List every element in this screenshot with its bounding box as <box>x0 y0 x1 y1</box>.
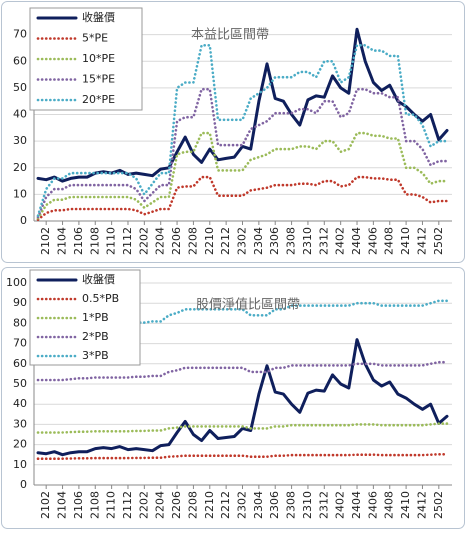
x-tick-label: 2110 <box>105 227 118 255</box>
x-tick-label: 2108 <box>88 491 101 519</box>
x-tick-label: 2502 <box>432 227 445 255</box>
y-tick-label: 70 <box>13 28 27 41</box>
chart-title: 股價淨值比區間帶 <box>196 297 300 313</box>
y-tick-label: 10 <box>13 458 27 471</box>
legend-label: 5*PE <box>82 32 108 45</box>
legend-label: 1*PB <box>82 311 109 324</box>
series-line <box>36 422 449 434</box>
y-tick-label: 70 <box>13 337 27 350</box>
y-tick-label: 30 <box>13 417 27 430</box>
legend-label: 15*PE <box>82 73 115 86</box>
x-tick-label: 2304 <box>252 227 265 255</box>
y-tick-label: 20 <box>13 161 27 174</box>
x-tick-label: 2412 <box>415 227 428 255</box>
x-tick-label: 2308 <box>285 491 298 519</box>
x-tick-label: 2404 <box>350 491 363 519</box>
x-tick-label: 2408 <box>383 227 396 255</box>
x-tick-label: 2412 <box>415 491 428 519</box>
x-tick-label: 2212 <box>219 491 232 519</box>
x-tick-label: 2102 <box>39 491 52 519</box>
y-tick-label: 60 <box>13 357 27 370</box>
y-tick-label: 0 <box>20 478 27 491</box>
y-tick-label: 80 <box>13 316 27 329</box>
legend-box <box>29 7 143 111</box>
x-tick-label: 2302 <box>236 227 249 255</box>
y-tick-label: 10 <box>13 187 27 200</box>
x-tick-label: 2106 <box>72 491 85 519</box>
x-tick-label: 2304 <box>252 491 265 519</box>
series-line <box>36 338 449 457</box>
x-tick-label: 2502 <box>432 491 445 519</box>
x-tick-label: 2104 <box>56 491 69 519</box>
x-tick-label: 2210 <box>203 491 216 519</box>
x-tick-label: 2302 <box>236 491 249 519</box>
x-tick-label: 2204 <box>154 227 167 255</box>
series-line <box>36 87 449 219</box>
x-tick-label: 2212 <box>219 227 232 255</box>
x-tick-label: 2202 <box>137 491 150 519</box>
x-tick-label: 2410 <box>399 227 412 255</box>
x-tick-label: 2112 <box>121 491 134 519</box>
chart-title: 本益比區間帶 <box>191 28 269 43</box>
x-tick-label: 2306 <box>268 491 281 519</box>
y-tick-label: 50 <box>13 81 27 94</box>
x-tick-label: 2402 <box>334 227 347 255</box>
x-tick-label: 2206 <box>170 491 183 519</box>
x-tick-label: 2110 <box>105 491 118 519</box>
x-tick-label: 2106 <box>72 227 85 255</box>
y-tick-label: 20 <box>13 438 27 451</box>
x-tick-label: 2410 <box>399 491 412 519</box>
x-tick-label: 2310 <box>301 491 314 519</box>
y-tick-label: 100 <box>6 276 27 289</box>
y-tick-label: 50 <box>13 377 27 390</box>
legend-label: 3*PB <box>82 349 109 362</box>
x-tick-label: 2202 <box>137 227 150 255</box>
x-tick-label: 2406 <box>366 227 379 255</box>
x-tick-label: 2112 <box>121 227 134 255</box>
x-tick-label: 2208 <box>186 491 199 519</box>
x-tick-label: 2308 <box>285 227 298 255</box>
x-tick-label: 2404 <box>350 227 363 255</box>
legend-label: 0.5*PB <box>82 292 119 305</box>
x-tick-label: 2210 <box>203 227 216 255</box>
series-line <box>36 299 449 329</box>
y-tick-label: 40 <box>13 108 27 121</box>
x-tick-label: 2204 <box>154 491 167 519</box>
x-tick-label: 2310 <box>301 227 314 255</box>
x-tick-label: 2104 <box>56 227 69 255</box>
y-tick-label: 40 <box>13 397 27 410</box>
series-line <box>36 453 449 460</box>
x-tick-label: 2306 <box>268 227 281 255</box>
x-tick-label: 2206 <box>170 227 183 255</box>
series-line <box>36 360 449 382</box>
legend-label: 2*PB <box>82 330 109 343</box>
x-tick-label: 2108 <box>88 227 101 255</box>
x-tick-label: 2312 <box>317 227 330 255</box>
x-tick-label: 2402 <box>334 491 347 519</box>
x-tick-label: 2102 <box>39 227 52 255</box>
legend-label: 10*PE <box>82 52 115 65</box>
series-line <box>36 175 449 221</box>
series-line <box>36 131 449 220</box>
legend-label: 收盤價 <box>82 10 115 24</box>
series-line <box>36 44 449 217</box>
legend-box <box>29 269 141 366</box>
y-tick-label: 30 <box>13 134 27 147</box>
legend-label: 20*PE <box>82 93 115 106</box>
y-tick-label: 0 <box>20 214 27 227</box>
x-tick-label: 2312 <box>317 491 330 519</box>
y-tick-label: 60 <box>13 54 27 67</box>
x-tick-label: 2408 <box>383 491 396 519</box>
x-tick-label: 2406 <box>366 491 379 519</box>
y-tick-label: 90 <box>13 296 27 309</box>
x-tick-label: 2208 <box>186 227 199 255</box>
legend-label: 收盤價 <box>82 272 115 286</box>
